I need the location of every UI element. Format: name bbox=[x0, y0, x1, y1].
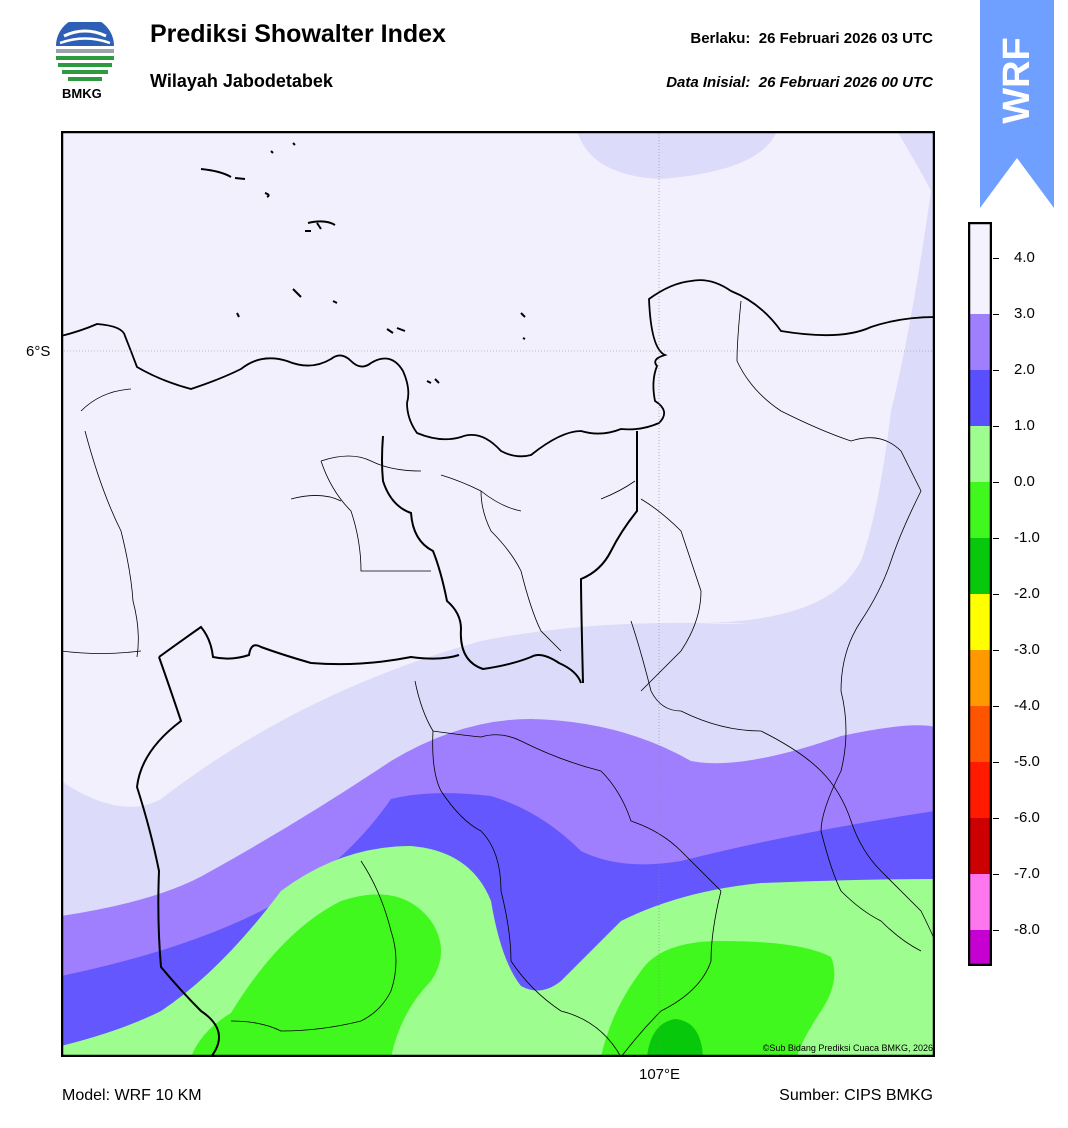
colorbar-tick-mark bbox=[993, 426, 999, 427]
source-label: Sumber: CIPS BMKG bbox=[779, 1087, 933, 1104]
colorbar-swatch bbox=[968, 370, 992, 426]
wrf-badge bbox=[980, 0, 1054, 208]
colorbar-swatch bbox=[968, 426, 992, 482]
colorbar-tick-mark bbox=[993, 482, 999, 483]
init-value: 26 Februari 2026 00 UTC bbox=[758, 74, 933, 91]
colorbar-tick-mark bbox=[993, 594, 999, 595]
colorbar-swatch bbox=[968, 538, 992, 594]
colorbar-tick-mark bbox=[993, 370, 999, 371]
colorbar-swatch bbox=[968, 762, 992, 818]
colorbar-tick-label: -4.0 bbox=[1014, 697, 1040, 714]
colorbar-tick-mark bbox=[993, 930, 999, 931]
coastline bbox=[61, 279, 935, 458]
province-boundary bbox=[381, 435, 582, 684]
colorbar-swatch bbox=[968, 314, 992, 370]
wrf-badge-text: WRF bbox=[995, 36, 1038, 124]
map-frame bbox=[61, 131, 935, 1057]
valid-time: Berlaku: 26 Februari 2026 03 UTC bbox=[690, 30, 933, 47]
shade-m2tom1 bbox=[647, 1019, 703, 1057]
colorbar-swatch bbox=[968, 594, 992, 650]
chart-title: Prediksi Showalter Index bbox=[150, 20, 446, 48]
init-time: Data Inisial: 26 Februari 2026 00 UTC bbox=[666, 74, 933, 91]
colorbar-swatch bbox=[968, 874, 992, 930]
lon-label: 107°E bbox=[639, 1066, 681, 1083]
colorbar-swatch bbox=[968, 222, 992, 314]
islands bbox=[200, 168, 270, 198]
colorbar-tick-label: 4.0 bbox=[1014, 249, 1035, 266]
colorbar-swatch bbox=[968, 482, 992, 538]
valid-value: 26 Februari 2026 03 UTC bbox=[758, 30, 933, 47]
init-label: Data Inisial: bbox=[666, 74, 751, 91]
colorbar-tick-label: 0.0 bbox=[1014, 473, 1035, 490]
colorbar-tick-mark bbox=[993, 314, 999, 315]
logo-text: BMKG bbox=[62, 86, 102, 101]
colorbar-tick-label: -5.0 bbox=[1014, 753, 1040, 770]
small-islands bbox=[236, 142, 526, 384]
shade-3to4-top bbox=[577, 131, 777, 179]
colorbar-swatch bbox=[968, 706, 992, 762]
colorbar-tick-label: 1.0 bbox=[1014, 417, 1035, 434]
colorbar-tick-label: 2.0 bbox=[1014, 361, 1035, 378]
regency-boundaries bbox=[61, 300, 935, 1057]
shade-m1to0-left bbox=[191, 894, 441, 1057]
valid-label: Berlaku: bbox=[690, 30, 751, 47]
colorbar-tick-label: -1.0 bbox=[1014, 529, 1040, 546]
province-boundary bbox=[135, 656, 220, 1057]
colorbar-swatch bbox=[968, 930, 992, 966]
colorbar-tick-label: 3.0 bbox=[1014, 305, 1035, 322]
region-subtitle: Wilayah Jabodetabek bbox=[150, 71, 333, 91]
colorbar-swatch bbox=[968, 818, 992, 874]
colorbar-frame bbox=[968, 222, 992, 966]
colorbar-tick-mark bbox=[993, 762, 999, 763]
colorbar-tick-label: -8.0 bbox=[1014, 921, 1040, 938]
showalter-map bbox=[61, 131, 935, 1057]
colorbar-tick-mark bbox=[993, 650, 999, 651]
copyright-text: ©Sub Bidang Prediksi Cuaca BMKG, 2026 bbox=[762, 1043, 933, 1053]
colorbar-tick-mark bbox=[993, 706, 999, 707]
colorbar bbox=[968, 222, 992, 966]
colorbar-tick-label: -3.0 bbox=[1014, 641, 1040, 658]
colorbar-tick-mark bbox=[993, 538, 999, 539]
bmkg-logo bbox=[56, 22, 114, 81]
lat-label: 6°S bbox=[26, 343, 51, 360]
colorbar-tick-mark bbox=[993, 818, 999, 819]
colorbar-tick-mark bbox=[993, 258, 999, 259]
province-boundary bbox=[579, 431, 638, 684]
colorbar-tick-label: -6.0 bbox=[1014, 809, 1040, 826]
model-label: Model: WRF 10 KM bbox=[62, 1087, 202, 1104]
colorbar-tick-label: -7.0 bbox=[1014, 865, 1040, 882]
province-boundary bbox=[158, 625, 460, 666]
colorbar-tick-mark bbox=[993, 874, 999, 875]
colorbar-swatch bbox=[968, 650, 992, 706]
colorbar-tick-label: -2.0 bbox=[1014, 585, 1040, 602]
